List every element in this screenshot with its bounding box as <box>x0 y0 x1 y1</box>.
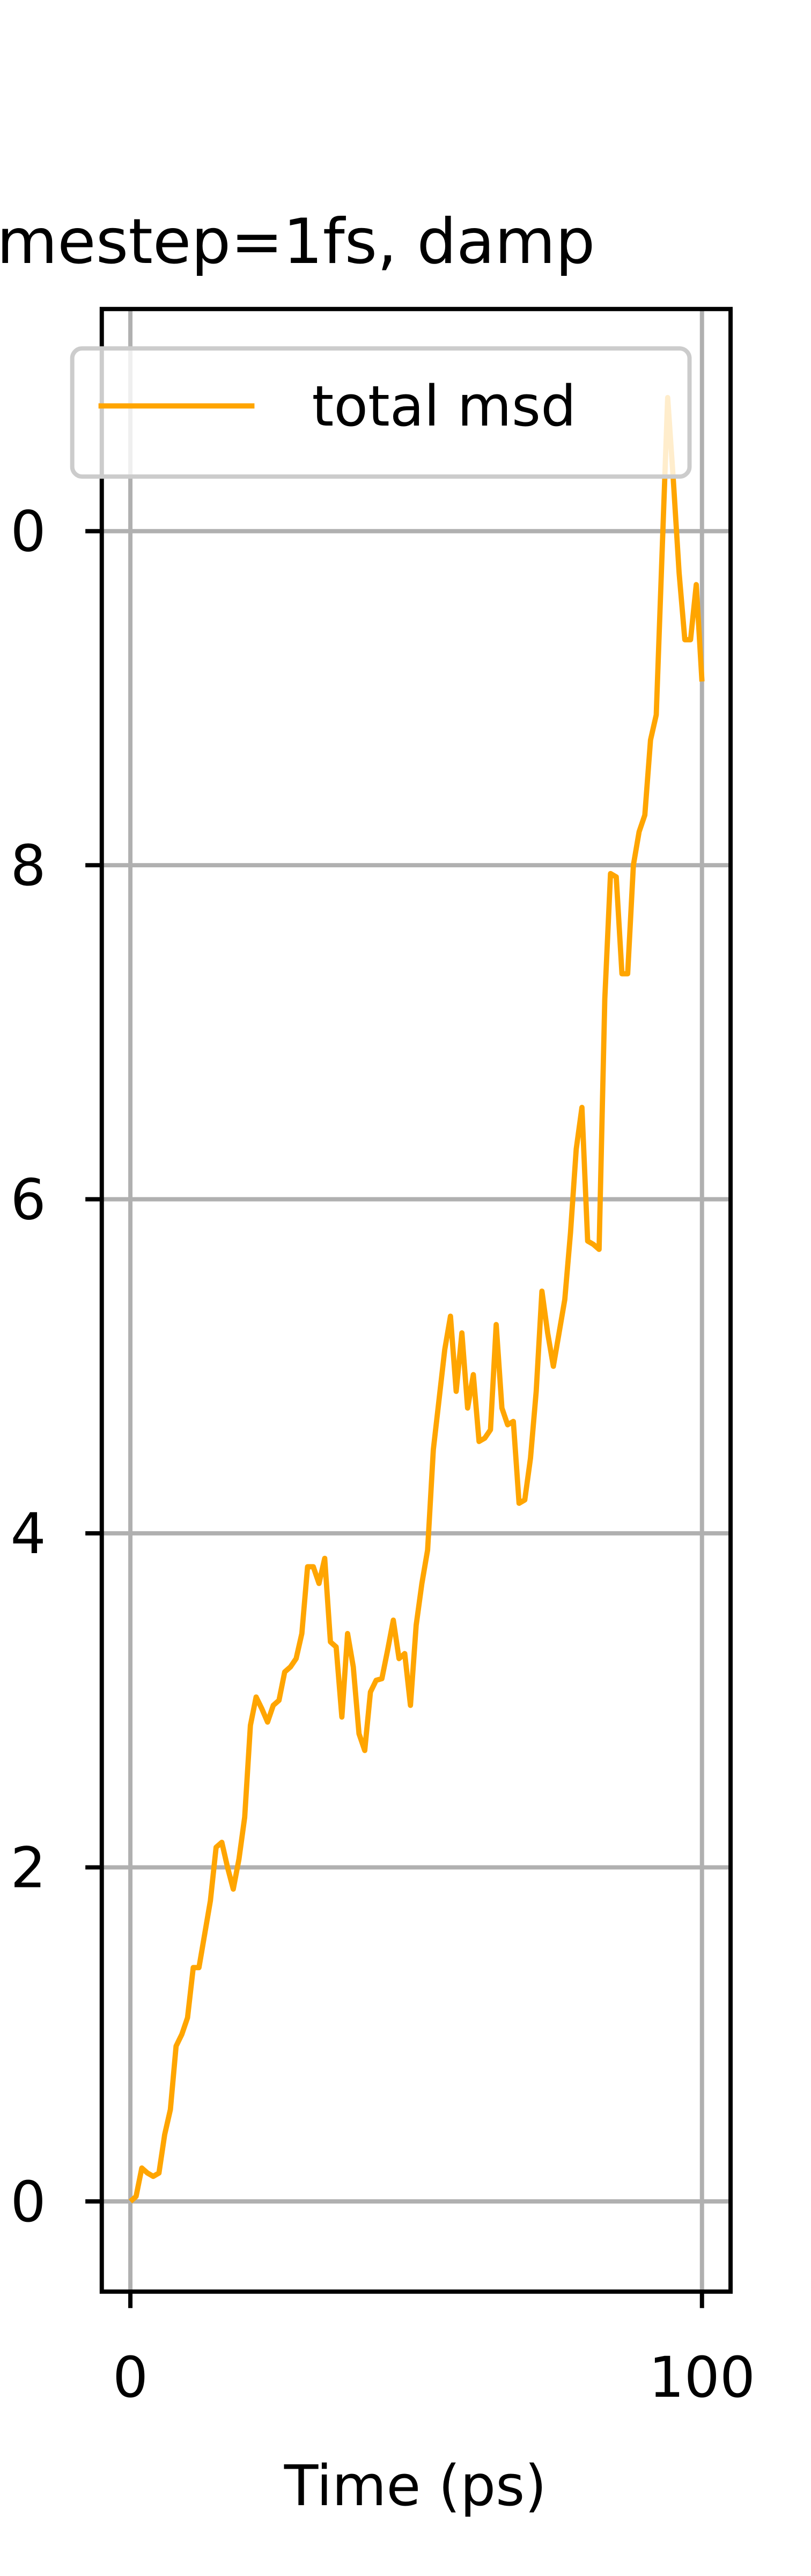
axes-frame <box>99 306 733 2294</box>
y-tick-label: 0 <box>10 499 46 564</box>
y-tick-label: 8 <box>10 833 46 898</box>
x-axis-label: Time (ps) <box>284 2453 547 2519</box>
y-tick-label: 0 <box>10 2169 46 2235</box>
legend-label: total msd <box>312 374 577 439</box>
x-tick-label: 0 <box>113 2345 148 2410</box>
legend: total msd <box>70 346 692 479</box>
y-tick-label: 6 <box>10 1167 46 1232</box>
chart-title: mestep=1fs, damp <box>0 206 595 278</box>
y-tick-label: 4 <box>10 1501 46 1567</box>
x-tick-label: 100 <box>648 2345 755 2410</box>
y-tick-label: 2 <box>10 1835 46 1900</box>
legend-box <box>70 346 692 479</box>
data-line <box>128 394 705 2204</box>
